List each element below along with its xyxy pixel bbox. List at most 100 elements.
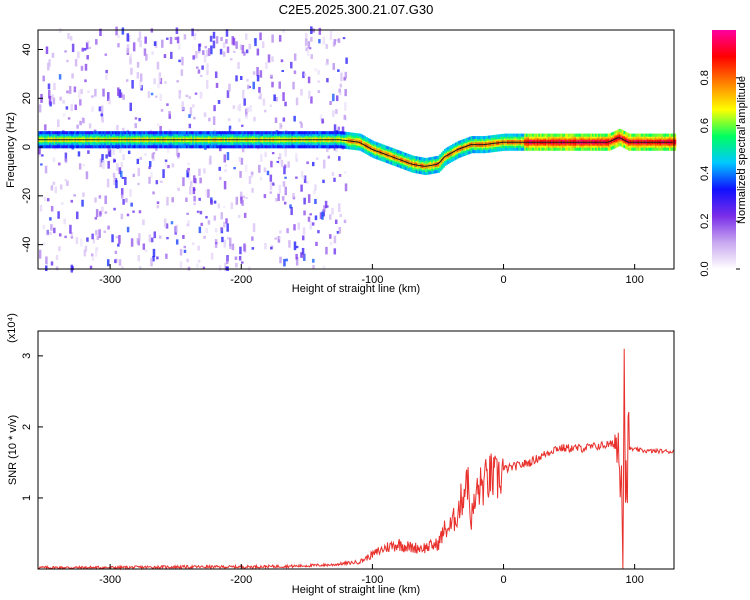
spectrogram-cell [49,217,52,221]
spectrogram-cell [84,79,87,83]
snr-frame [37,330,675,570]
spectrogram-cell [114,178,118,182]
spectrogram-cell [102,159,105,169]
spectrogram-cell [200,222,203,226]
spectrogram-cell [68,85,72,94]
spectrogram-cell [243,51,246,56]
spectrogram-cell [239,191,243,201]
spectrogram-cell [222,42,226,49]
spectrogram-cell [153,41,157,46]
spectrogram-cell [101,206,104,213]
spectrogram-cell [69,224,72,234]
spectrogram-cell [241,124,244,127]
spectrogram-cell [269,104,273,107]
spectrogram-cell [41,154,44,157]
spectrogram-cell [345,57,348,64]
spectrogram-cell [270,246,273,250]
spectrogram-cell [672,139,675,145]
spectrogram-cell [284,186,288,196]
spectrogram-cell [126,226,130,233]
spectrogram-cell [451,150,455,155]
spectrogram-cell [226,90,230,98]
spectrogram-cell [63,218,66,225]
spectrogram-cell [225,29,229,37]
spectrogram-cell [259,176,263,181]
spectrogram-cell [50,224,53,231]
spectrogram-cell [246,107,250,113]
spectrogram-cell [326,78,329,83]
spectrogram-y-ticks: -40 -20 0 20 40 [21,43,43,253]
spectrogram-cell [186,169,189,178]
spectrogram-cell [134,117,138,120]
spectrogram-cell [87,90,90,93]
spectrogram-cell [112,172,116,178]
spectrogram-cell [144,249,148,252]
spectrogram-cell [306,49,310,57]
spectrogram-cell [329,241,333,246]
spectrogram-cell [120,213,124,220]
spectrogram-cell [621,136,625,142]
spectrogram-cell [326,147,329,153]
spectrogram-cell [165,253,168,259]
spectrogram-cell [181,101,184,111]
spectrogram-cell [282,117,286,122]
spectrogram-cell [269,181,273,191]
spectrogram-cell [332,110,335,117]
spectrogram-cell [227,118,231,121]
spectrogram-cell [237,105,240,111]
spectrogram-cell [342,37,346,40]
spectrogram-cell [209,35,213,42]
spectrogram-cell [171,163,175,168]
spectrogram-cell [198,226,202,234]
spectrogram-cell [91,256,95,261]
spectrogram-cell [67,117,71,120]
spectrogram-y-label: Frequency (Hz) [5,112,17,188]
spectrogram-cell [74,104,77,111]
spectrogram-cell [283,166,286,175]
spectrogram-cell [306,180,309,184]
spectrogram-cell [87,40,90,44]
spectrogram-cell [192,104,195,108]
spectrogram-cell [156,256,159,260]
spectrogram-cell [232,37,236,46]
spectrogram-cell [245,49,249,54]
spectrogram-cell [152,248,156,257]
spectrogram-cell [204,45,208,49]
spectrogram-cell [279,256,282,264]
spectrogram-cell [107,148,111,157]
spectrogram-cell [160,180,163,183]
spectrogram-cell [136,158,140,165]
spectrogram-cell [159,78,163,85]
spectrogram-cell [439,160,442,165]
spectrogram-cell [252,71,256,75]
spectrogram-cell [205,189,208,198]
spectrogram-cell [331,208,334,215]
spectrogram-cell [232,105,236,109]
spectrogram-cell [248,86,252,89]
spectrogram-cell [301,247,305,256]
spectrogram-cell [166,236,169,240]
spectrogram-cell [263,167,267,173]
spectrogram-cell [103,230,107,233]
spectrogram-cell [300,122,303,128]
spectrogram-cell [124,176,127,186]
spectrogram-cell [450,151,453,156]
spectrogram-cell [52,157,56,163]
spectrogram-cell [192,186,196,195]
spectrogram-cell [58,74,62,80]
spectrogram-cell [300,252,303,258]
spectrogram-cell [57,211,60,219]
spectrogram-cell [251,247,255,250]
spectrogram-cell [205,49,209,57]
spectrogram-cell [50,205,54,212]
spectrogram-cell [170,51,173,59]
spectrogram-cell [295,245,299,249]
spectrogram-cell [95,209,99,218]
spectrogram-cell [164,81,167,84]
spectrogram-cell [443,155,447,160]
spectrogram-cell [126,44,130,53]
spectrogram-cell [293,241,297,251]
spectrogram-cell [238,118,241,123]
spectrogram-cell [337,69,340,72]
spectrogram-cell [218,166,221,171]
